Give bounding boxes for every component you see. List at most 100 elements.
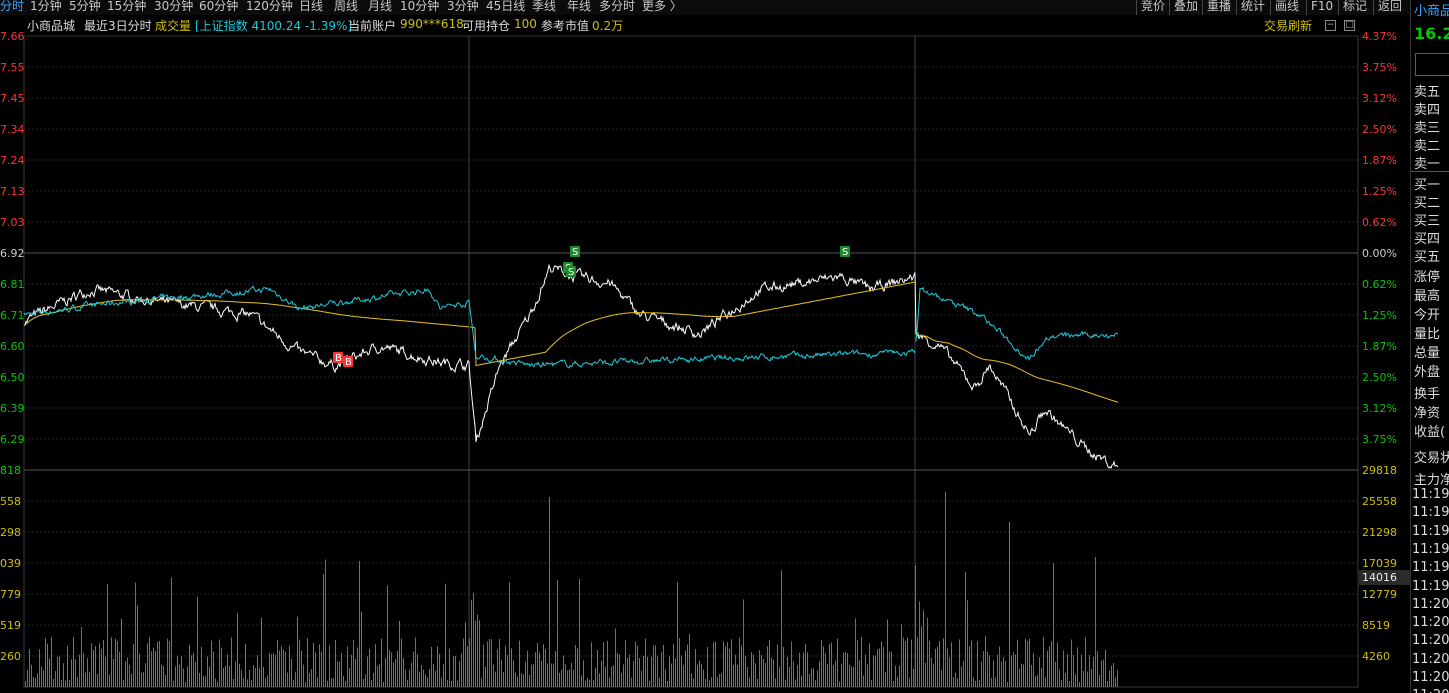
volume-bar: [87, 658, 88, 687]
tool-button-1[interactable]: 叠加: [1169, 0, 1198, 15]
volume-bar: [1021, 663, 1022, 687]
sell-marker-label-0: S: [572, 247, 578, 258]
volume-bar: [35, 678, 36, 687]
pct-tick-3: 2.50%: [1362, 123, 1397, 136]
volume-bar: [715, 641, 716, 687]
volume-bar: [411, 662, 412, 687]
volume-bar: [1109, 670, 1110, 687]
volume-bar: [373, 672, 374, 687]
volume-bar: [753, 654, 754, 687]
volume-bar: [305, 681, 306, 687]
volume-bar: [253, 665, 254, 687]
period-tab-3[interactable]: 15分钟: [107, 0, 147, 13]
trade-refresh-button[interactable]: 交易刷新: [1264, 19, 1313, 33]
volume-bar: [493, 664, 494, 687]
volume-bar: [463, 638, 464, 687]
volume-bar: [765, 663, 766, 687]
volume-bar: [107, 583, 108, 687]
volume-bar: [923, 610, 924, 687]
volume-bar: [431, 646, 432, 687]
price-tick-8: 6.81: [0, 278, 25, 291]
volume-bar: [193, 652, 194, 687]
volume-bar: [965, 572, 966, 687]
volume-bar: [197, 596, 198, 687]
volume-bar: [205, 676, 206, 687]
period-tab-5[interactable]: 60分钟: [199, 0, 239, 13]
tool-button-6[interactable]: 标记: [1338, 0, 1367, 15]
volume-bar: [977, 641, 978, 687]
volume-bar: [153, 647, 154, 687]
volume-bar: [331, 678, 332, 687]
period-tab-1[interactable]: 1分钟: [30, 0, 62, 13]
volume-bar: [195, 662, 196, 687]
tool-button-3[interactable]: 统计: [1236, 0, 1265, 15]
volume-bar: [1095, 557, 1096, 687]
volume-bar: [651, 656, 652, 687]
period-tab-6[interactable]: 120分钟: [246, 0, 293, 13]
volume-bar: [81, 627, 82, 687]
volume-bar: [29, 648, 30, 687]
quote-input-box[interactable]: [1415, 53, 1449, 76]
volume-bar: [697, 664, 698, 687]
tool-button-4[interactable]: 画线: [1270, 0, 1299, 15]
period-tab-11[interactable]: 3分钟: [447, 0, 479, 13]
volume-bar: [219, 639, 220, 687]
tool-button-0[interactable]: 竞价: [1136, 0, 1165, 15]
period-tab-7[interactable]: 日线: [299, 0, 324, 13]
volume-bar: [861, 637, 862, 687]
volume-bar: [525, 661, 526, 687]
period-tab-13[interactable]: 季线: [532, 0, 557, 13]
volume-bar: [559, 672, 560, 687]
index-overlay-text[interactable]: [上证指数 4100.24 -1.39%]: [195, 19, 353, 33]
period-tab-2[interactable]: 5分钟: [69, 0, 101, 13]
volume-bar: [369, 648, 370, 687]
period-tab-0[interactable]: 分时: [0, 0, 25, 13]
volume-bar: [751, 652, 752, 687]
volume-bar: [1053, 563, 1054, 687]
chart-mode[interactable]: 最近3日分时: [84, 19, 152, 33]
price-tick-4: 7.24: [0, 154, 25, 167]
period-tab-10[interactable]: 10分钟: [400, 0, 440, 13]
volume-bar: [533, 664, 534, 687]
volume-bar: [257, 655, 258, 687]
period-tab-9[interactable]: 月线: [368, 0, 393, 13]
volume-bar: [683, 665, 684, 687]
volume-bar: [403, 658, 404, 687]
volume-label[interactable]: 成交量: [155, 19, 192, 33]
tool-button-2[interactable]: 重播: [1202, 0, 1231, 15]
volume-bar: [1045, 677, 1046, 687]
sell-marker-0: [570, 246, 580, 257]
quote-row-16: 换手: [1414, 387, 1441, 402]
volume-bar: [497, 649, 498, 687]
buy-marker-label-1: B: [345, 357, 352, 368]
volume-bar: [665, 669, 666, 687]
tool-button-5[interactable]: F10: [1306, 0, 1333, 15]
minimize-icon[interactable]: −: [1325, 20, 1336, 31]
volume-bar: [679, 638, 680, 687]
volume-bar: [289, 645, 290, 687]
restore-icon[interactable]: □: [1344, 20, 1355, 31]
period-tab-4[interactable]: 30分钟: [154, 0, 194, 13]
volume-bar: [433, 663, 434, 687]
volume-bar: [805, 643, 806, 687]
volume-bar: [393, 662, 394, 687]
period-tab-15[interactable]: 多分时: [599, 0, 636, 13]
volume-bar: [57, 656, 58, 687]
tool-button-7[interactable]: 返回: [1373, 0, 1402, 15]
volume-bar: [155, 651, 156, 687]
period-tab-12[interactable]: 45日线: [486, 0, 526, 13]
volume-bar: [309, 672, 310, 687]
volume-bar: [329, 645, 330, 687]
volume-bar: [583, 660, 584, 687]
quote-row-15: 外盘: [1414, 365, 1441, 380]
volume-bar: [321, 651, 322, 687]
volume-bar: [175, 666, 176, 687]
volume-bar: [247, 679, 248, 687]
pct-tick-4: 1.87%: [1362, 154, 1397, 167]
period-tab-16[interactable]: 更多 〉: [642, 0, 682, 13]
volume-bar: [823, 646, 824, 687]
period-tab-8[interactable]: 周线: [334, 0, 359, 13]
period-tab-14[interactable]: 年线: [567, 0, 592, 13]
volume-bar: [803, 652, 804, 687]
volume-bar: [603, 642, 604, 687]
